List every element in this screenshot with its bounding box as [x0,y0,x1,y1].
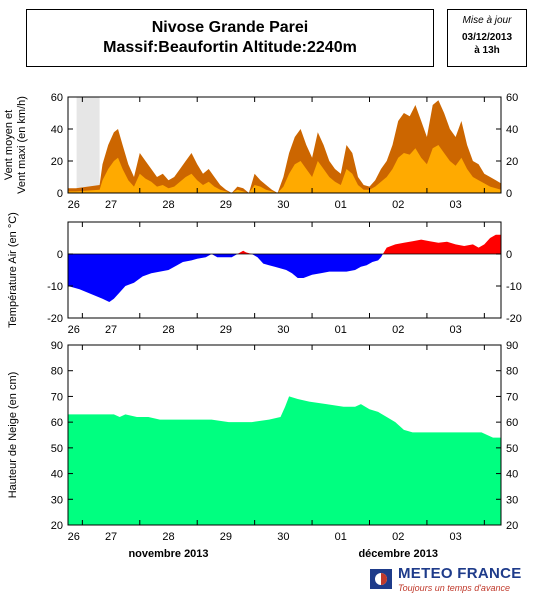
y-tick-label-left: 80 [51,366,63,378]
x-tick-label: 27 [105,324,117,336]
y-tick-label-left: 0 [57,188,63,200]
y-tick-label-right: -10 [506,281,522,293]
x-tick-label: 29 [220,531,232,543]
x-tick-label: 26 [68,324,80,336]
meteo-france-logo: METEO FRANCE Toujours un temps d'avance [370,565,538,593]
x-tick-label: 26 [68,531,80,543]
snow-panel [67,344,502,526]
temperature-frame [67,221,502,319]
y-tick-label-right: 80 [506,366,518,378]
update-date: 03/12/2013 [461,32,513,43]
update-time: à 13h [474,45,500,56]
x-tick-label: 26 [68,199,80,211]
x-tick-label: 03 [450,199,462,211]
temperature-panel [67,221,502,319]
y-tick-label-left: 20 [51,156,63,168]
y-tick-label-right: 0 [506,188,512,200]
wind-panel [67,96,502,194]
update-label: Mise à jour [462,15,512,26]
x-tick-label: 27 [105,531,117,543]
missing-data-band [76,97,100,193]
y-tick-label-right: 20 [506,156,518,168]
x-tick-label: 03 [450,324,462,336]
y-tick-label-right: 60 [506,417,518,429]
massif-altitude: Massif:Beaufortin Altitude:2240m [103,39,357,56]
y-tick-label-right: 30 [506,494,518,506]
x-tick-label: 01 [335,324,347,336]
x-tick-label: 03 [450,531,462,543]
y-axis-title: Température Air (en °C) [7,212,19,328]
y-tick-label-left: 50 [51,443,63,455]
x-tick-label: 27 [105,199,117,211]
y-tick-label-right: 20 [506,520,518,532]
x-tick-label: 30 [277,199,289,211]
wind-frame [67,96,502,194]
y-tick-label-right: 40 [506,124,518,136]
x-tick-label: 29 [220,324,232,336]
x-tick-label: 29 [220,199,232,211]
y-tick-label-right: 90 [506,340,518,352]
y-axis-title: Vent moyen et [3,110,15,180]
brand-name: METEO FRANCE [398,565,522,582]
y-tick-label-right: 50 [506,443,518,455]
y-tick-label-right: 70 [506,391,518,403]
x-tick-label: 30 [277,324,289,336]
title-box: Nivose Grande Parei Massif:Beaufortin Al… [26,9,434,67]
y-tick-label-right: -20 [506,313,522,325]
y-tick-label-left: 60 [51,417,63,429]
y-tick-label-left: 30 [51,494,63,506]
y-tick-label-left: 70 [51,391,63,403]
y-tick-label-left: 90 [51,340,63,352]
y-axis-title: Hauteur de Neige (en cm) [7,372,19,499]
x-tick-label: 02 [392,199,404,211]
temp-positive-area [68,234,501,254]
month-label-december: décembre 2013 [358,548,438,560]
x-tick-label: 28 [162,531,174,543]
snow-depth-area [68,396,501,525]
y-tick-label-left: 20 [51,520,63,532]
x-tick-label: 01 [335,199,347,211]
meteo-france-logo-icon [370,569,392,589]
y-tick-label-right: 60 [506,92,518,104]
brand-slogan: Toujours un temps d'avance [398,583,510,593]
y-tick-label-left: 0 [57,249,63,261]
y-tick-label-left: 60 [51,92,63,104]
temp-negative-area [68,254,501,302]
y-axis-title: Vent maxi (en km/h) [16,96,28,194]
x-tick-label: 28 [162,324,174,336]
y-tick-label-right: 0 [506,249,512,261]
month-label-november: novembre 2013 [128,548,208,560]
snow-frame [67,344,502,526]
x-tick-label: 28 [162,199,174,211]
station-title: Nivose Grande Parei [151,19,309,36]
wind-mean-area [68,145,501,193]
y-tick-label-left: 40 [51,124,63,136]
y-tick-label-left: -10 [47,281,63,293]
x-tick-label: 30 [277,531,289,543]
x-tick-label: 02 [392,324,404,336]
y-tick-label-left: 40 [51,469,63,481]
update-box: Mise à jour 03/12/2013 à 13h [447,9,527,67]
y-tick-label-left: -20 [47,313,63,325]
y-tick-label-right: 40 [506,469,518,481]
x-tick-label: 01 [335,531,347,543]
x-tick-label: 02 [392,531,404,543]
